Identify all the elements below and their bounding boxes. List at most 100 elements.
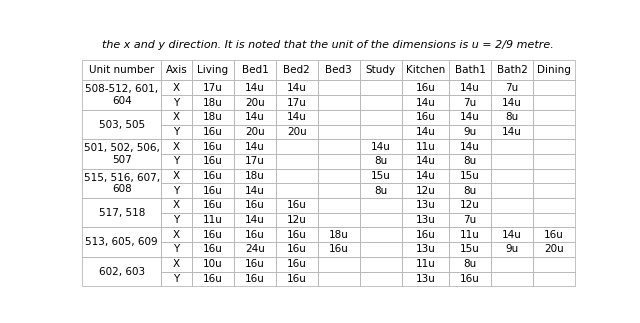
Text: 16u: 16u bbox=[287, 230, 307, 240]
Bar bbox=[83, 169, 161, 198]
Text: Dining: Dining bbox=[537, 65, 571, 75]
Bar bbox=[318, 257, 360, 272]
Text: 16u: 16u bbox=[287, 259, 307, 269]
Bar bbox=[402, 110, 449, 125]
Bar bbox=[276, 139, 318, 154]
Text: X: X bbox=[173, 112, 180, 122]
Bar bbox=[360, 272, 402, 286]
Bar bbox=[192, 125, 234, 139]
Text: 11u: 11u bbox=[460, 230, 480, 240]
Text: Living: Living bbox=[197, 65, 228, 75]
Bar bbox=[449, 198, 491, 213]
Bar bbox=[192, 80, 234, 95]
Bar bbox=[449, 227, 491, 242]
Bar bbox=[491, 272, 533, 286]
Text: 16u: 16u bbox=[203, 186, 223, 196]
Text: 15u: 15u bbox=[460, 171, 480, 181]
Bar bbox=[491, 60, 533, 80]
Bar bbox=[234, 213, 276, 227]
Text: X: X bbox=[173, 200, 180, 210]
Text: 18u: 18u bbox=[203, 112, 223, 122]
Text: 20u: 20u bbox=[287, 127, 307, 137]
Bar bbox=[192, 213, 234, 227]
Text: 14u: 14u bbox=[245, 83, 265, 93]
Bar bbox=[402, 154, 449, 169]
Bar bbox=[360, 110, 402, 125]
Text: 16u: 16u bbox=[287, 200, 307, 210]
Bar bbox=[318, 139, 360, 154]
Text: 508-512, 601,
604: 508-512, 601, 604 bbox=[85, 84, 158, 106]
Bar bbox=[318, 110, 360, 125]
Bar bbox=[192, 198, 234, 213]
Text: 14u: 14u bbox=[460, 83, 480, 93]
Bar bbox=[161, 227, 192, 242]
Bar bbox=[318, 272, 360, 286]
Text: Kitchen: Kitchen bbox=[406, 65, 445, 75]
Bar bbox=[161, 125, 192, 139]
Bar bbox=[318, 242, 360, 257]
Bar bbox=[402, 95, 449, 110]
Bar bbox=[318, 183, 360, 198]
Bar bbox=[491, 198, 533, 213]
Text: 20u: 20u bbox=[245, 98, 265, 108]
Bar bbox=[533, 242, 575, 257]
Text: 24u: 24u bbox=[245, 245, 265, 255]
Text: 7u: 7u bbox=[506, 83, 519, 93]
Text: 18u: 18u bbox=[329, 230, 349, 240]
Bar bbox=[83, 227, 161, 257]
Bar bbox=[318, 95, 360, 110]
Text: 16u: 16u bbox=[287, 245, 307, 255]
Bar bbox=[402, 60, 449, 80]
Text: 14u: 14u bbox=[460, 141, 480, 151]
Text: 16u: 16u bbox=[245, 274, 265, 284]
Bar bbox=[192, 110, 234, 125]
Bar bbox=[360, 213, 402, 227]
Bar bbox=[491, 125, 533, 139]
Text: 14u: 14u bbox=[287, 112, 307, 122]
Bar bbox=[533, 139, 575, 154]
Bar bbox=[234, 139, 276, 154]
Bar bbox=[83, 139, 161, 169]
Bar bbox=[318, 227, 360, 242]
Bar bbox=[234, 110, 276, 125]
Text: 8u: 8u bbox=[463, 156, 477, 166]
Text: Y: Y bbox=[173, 215, 180, 225]
Bar bbox=[360, 257, 402, 272]
Text: 10u: 10u bbox=[203, 259, 223, 269]
Text: 8u: 8u bbox=[374, 156, 387, 166]
Text: 8u: 8u bbox=[374, 186, 387, 196]
Bar bbox=[533, 110, 575, 125]
Bar bbox=[161, 169, 192, 183]
Bar bbox=[234, 80, 276, 95]
Text: 15u: 15u bbox=[460, 245, 480, 255]
Text: 16u: 16u bbox=[245, 230, 265, 240]
Text: 16u: 16u bbox=[415, 83, 435, 93]
Text: 14u: 14u bbox=[245, 141, 265, 151]
Bar bbox=[234, 257, 276, 272]
Text: Bed1: Bed1 bbox=[241, 65, 268, 75]
Text: Axis: Axis bbox=[166, 65, 188, 75]
Bar bbox=[491, 242, 533, 257]
Bar bbox=[533, 213, 575, 227]
Bar bbox=[161, 80, 192, 95]
Bar bbox=[533, 169, 575, 183]
Text: 14u: 14u bbox=[502, 230, 522, 240]
Text: Y: Y bbox=[173, 127, 180, 137]
Text: Y: Y bbox=[173, 98, 180, 108]
Bar bbox=[318, 169, 360, 183]
Text: 513, 605, 609: 513, 605, 609 bbox=[86, 237, 158, 247]
Text: 16u: 16u bbox=[329, 245, 349, 255]
Text: 16u: 16u bbox=[415, 112, 435, 122]
Bar bbox=[161, 139, 192, 154]
Text: 16u: 16u bbox=[544, 230, 564, 240]
Text: 501, 502, 506,
507: 501, 502, 506, 507 bbox=[84, 143, 160, 165]
Bar bbox=[234, 125, 276, 139]
Bar bbox=[402, 257, 449, 272]
Bar bbox=[402, 227, 449, 242]
Bar bbox=[318, 213, 360, 227]
Text: 503, 505: 503, 505 bbox=[99, 120, 145, 130]
Bar bbox=[360, 95, 402, 110]
Bar bbox=[234, 183, 276, 198]
Bar bbox=[533, 198, 575, 213]
Text: 12u: 12u bbox=[460, 200, 480, 210]
